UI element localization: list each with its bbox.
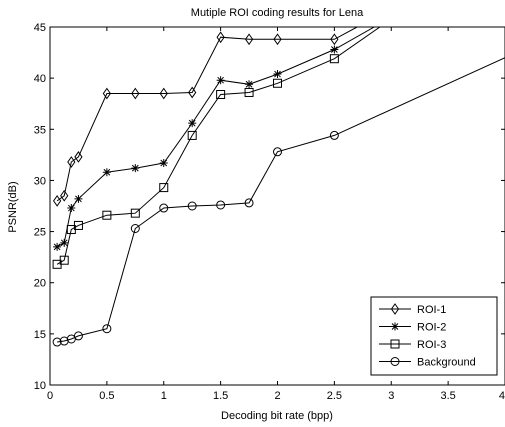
data-point-background — [273, 147, 282, 157]
legend-marker-roi-3 — [390, 339, 400, 349]
y-tick-label: 10 — [34, 380, 46, 392]
y-axis-label: PSNR(dB) — [7, 181, 19, 232]
data-point-roi-3 — [273, 78, 282, 88]
data-point-roi-3 — [102, 210, 112, 220]
data-point-roi-2 — [131, 164, 140, 173]
y-tick-label: 25 — [34, 227, 46, 239]
data-point-roi-2 — [273, 70, 282, 79]
data-point-roi-3 — [159, 183, 169, 193]
series-roi-3 — [52, 27, 381, 269]
legend-label-roi-3: ROI-3 — [417, 339, 446, 351]
data-point-roi-2 — [102, 168, 111, 177]
data-point-background — [52, 337, 62, 347]
data-point-roi-1 — [244, 33, 254, 46]
data-point-roi-3 — [59, 255, 69, 265]
x-tick-label: 0 — [47, 390, 53, 402]
y-tick-label: 40 — [34, 73, 46, 85]
chart-title: Mutiple ROI coding results for Lena — [191, 7, 364, 19]
x-tick-label: 1.5 — [213, 390, 228, 402]
data-point-roi-3 — [329, 54, 339, 64]
data-point-roi-1 — [74, 151, 83, 163]
data-point-roi-2 — [159, 159, 168, 168]
legend-label-background: Background — [417, 357, 476, 369]
data-point-roi-1 — [273, 33, 282, 46]
data-point-roi-2 — [74, 194, 83, 203]
y-tick-label: 35 — [34, 124, 46, 136]
axes: 0 0.5 1 1.5 2 2.5 3 3.5 4 10 15 20 25 30 35 40 45 — [34, 22, 505, 402]
x-tick-label: 0.5 — [99, 390, 114, 402]
series-line-roi-1 — [56, 27, 358, 202]
data-point-background — [187, 201, 197, 211]
data-point-roi-2 — [53, 242, 62, 251]
legend: ROI-1 ROI-2 ROI-3 Background — [370, 296, 498, 376]
data-point-background — [329, 130, 339, 140]
x-tick-label: 2.5 — [327, 390, 342, 402]
series-roi-2 — [53, 27, 375, 251]
data-point-roi-3 — [244, 87, 254, 97]
data-point-roi-2 — [188, 119, 197, 128]
data-point-roi-3 — [73, 220, 83, 230]
data-point-background — [130, 224, 140, 234]
x-tick-label: 3.5 — [440, 390, 455, 402]
series-line-background — [57, 57, 505, 343]
data-point-roi-1 — [52, 195, 62, 207]
series-background — [52, 57, 505, 347]
series-group — [52, 27, 505, 347]
data-point-background — [216, 200, 226, 210]
y-tick-label: 30 — [34, 175, 46, 187]
data-point-roi-1 — [188, 86, 197, 99]
y-tick-label: 20 — [34, 278, 46, 290]
data-point-roi-3 — [216, 90, 226, 100]
data-point-background — [73, 331, 83, 341]
legend-label-roi-2: ROI-2 — [417, 322, 446, 334]
data-point-roi-1 — [159, 87, 168, 100]
x-tick-label: 4 — [499, 390, 505, 402]
data-point-roi-3 — [187, 130, 197, 140]
data-point-roi-1 — [67, 156, 76, 168]
y-tick-label: 45 — [34, 22, 46, 34]
x-tick-label: 1 — [161, 390, 167, 402]
legend-marker-roi-1 — [390, 303, 400, 315]
series-roi-1 — [52, 27, 358, 207]
data-point-roi-2 — [60, 238, 69, 247]
data-point-background — [159, 203, 169, 213]
data-point-roi-1 — [102, 87, 111, 100]
data-point-roi-1 — [330, 33, 339, 46]
x-tick-label: 2 — [274, 390, 280, 402]
data-point-roi-3 — [130, 208, 140, 218]
legend-label-roi-1: ROI-1 — [417, 304, 446, 316]
legend-marker-roi-2 — [391, 322, 399, 331]
data-point-roi-2 — [245, 80, 254, 89]
data-point-roi-1 — [131, 87, 140, 100]
legend-marker-background — [390, 357, 400, 366]
data-point-roi-2 — [216, 76, 225, 85]
x-tick-label: 3 — [388, 390, 394, 402]
y-tick-label: 15 — [34, 329, 46, 341]
data-point-background — [244, 198, 254, 208]
data-point-background — [102, 324, 112, 334]
data-point-roi-1 — [216, 31, 225, 44]
series-line-roi-3 — [56, 27, 381, 265]
x-axis-label: Decoding bit rate (bpp) — [221, 410, 333, 422]
data-point-roi-2 — [330, 45, 339, 54]
data-point-roi-2 — [67, 204, 76, 213]
data-point-roi-1 — [60, 189, 69, 202]
